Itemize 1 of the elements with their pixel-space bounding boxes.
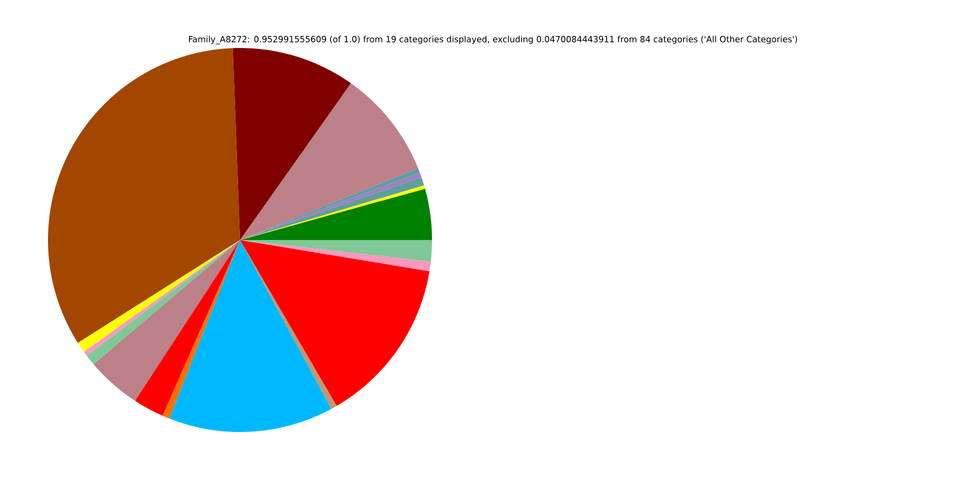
text: Family_A8272: 0.952991555609 (of 1.0) from 19 categories displayed, excluding 0.0470084443911 from 84 categories ('All Other Categories') <box>189 36 798 44</box>
